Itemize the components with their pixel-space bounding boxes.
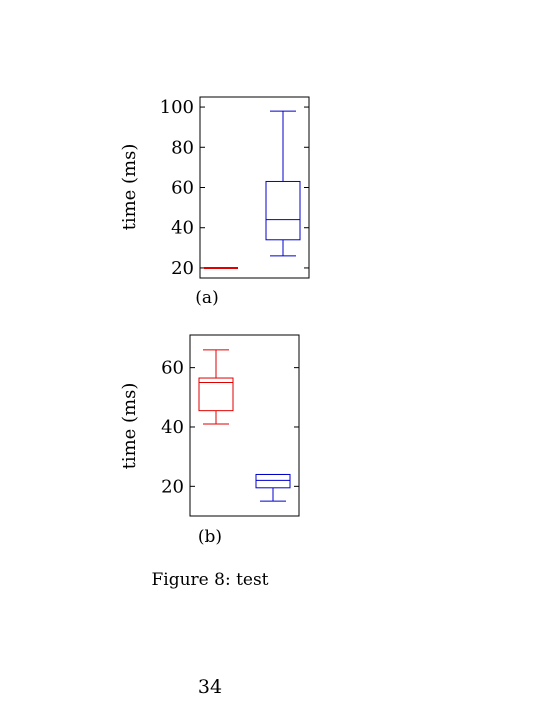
subfigure-caption: (b) xyxy=(198,527,222,547)
interquartile-box xyxy=(255,473,291,489)
y-tick-label: 20 xyxy=(161,476,184,497)
box-series-2 xyxy=(255,473,291,502)
box-series-2 xyxy=(265,110,301,257)
y-axis-title: time (ms) xyxy=(119,383,140,470)
y-axis-title: time (ms) xyxy=(119,144,140,231)
y-tick-label: 60 xyxy=(161,358,184,379)
subfigure-caption: (a) xyxy=(195,288,218,308)
interquartile-box xyxy=(198,377,234,412)
y-tick-label: 40 xyxy=(161,417,184,438)
y-tick-label: 40 xyxy=(171,218,194,239)
box-series-1 xyxy=(198,349,234,425)
y-tick-label: 80 xyxy=(171,137,194,158)
boxplot-chart-b: 20 40 60 time (ms) (b) xyxy=(119,334,300,547)
plot-frame xyxy=(199,96,310,279)
figure-caption: Figure 8: test xyxy=(151,570,268,590)
y-tick-label: 20 xyxy=(171,258,194,279)
interquartile-box xyxy=(265,180,301,241)
boxplot-chart-a: 20 40 60 80 100 time (ms) (a) xyxy=(119,96,310,308)
page-number: 34 xyxy=(198,676,222,698)
y-tick-label: 60 xyxy=(171,178,194,199)
plot-frame xyxy=(189,334,300,517)
y-tick-label: 100 xyxy=(160,97,194,118)
